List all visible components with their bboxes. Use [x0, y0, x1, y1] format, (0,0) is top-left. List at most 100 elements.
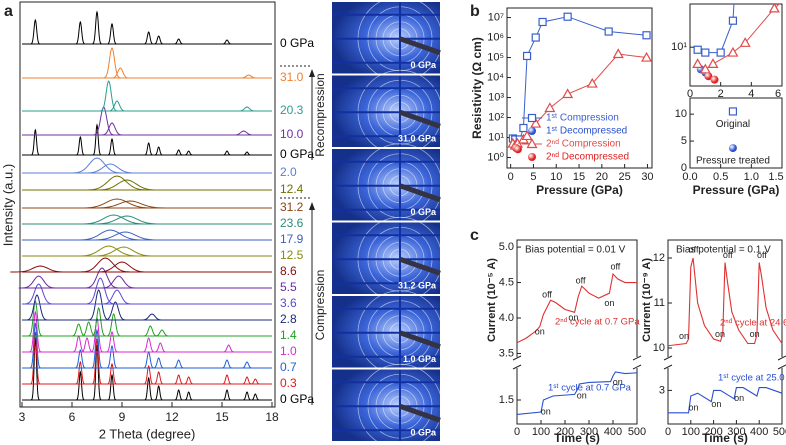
pattern-peak [174, 149, 184, 156]
marker [562, 88, 574, 99]
annotation: on [568, 312, 578, 322]
pattern-peak [237, 106, 257, 112]
y-tick-label: 3.5 [499, 347, 514, 359]
pattern-peak [28, 310, 43, 353]
pattern-peak [81, 267, 123, 289]
marker [642, 31, 651, 40]
series-label: 0 GPa [280, 392, 314, 406]
series-label: 2ⁿᵈ cycle at 0.7 GPa [555, 317, 640, 328]
marker [641, 51, 653, 62]
series-label: 1ˢᵗ cycle at 0.7 GPa [548, 383, 632, 394]
annotation: off [757, 250, 767, 260]
x-tick-label: 100 [682, 426, 700, 438]
series-label: 0 GPa [280, 36, 314, 50]
marker [716, 48, 725, 57]
y-tick-label: 3 [659, 384, 665, 396]
series-label: 2.8 [280, 312, 297, 326]
y-tick-label: 10⁵ [487, 51, 504, 63]
pattern-peak [18, 275, 59, 289]
pattern-peak [90, 328, 104, 369]
legend-marker [526, 138, 538, 149]
pattern-peak [73, 214, 154, 225]
pattern-peak [86, 200, 174, 209]
annotation: off [723, 250, 733, 260]
marker [563, 12, 572, 21]
panel-label: c [470, 227, 479, 244]
series-label: 12.4 [280, 182, 304, 196]
series-label: 12.5 [280, 248, 304, 262]
pattern-peak [90, 179, 164, 191]
pattern-peak [241, 376, 253, 385]
series-label: 0.7 [280, 360, 297, 374]
diffraction-image [332, 216, 443, 302]
marker [521, 130, 533, 141]
pattern-peak [24, 294, 50, 321]
legend-marker [528, 127, 536, 135]
pattern-peak [143, 142, 154, 156]
marker [693, 45, 702, 54]
pattern-peak [231, 130, 256, 136]
pattern-peak [74, 349, 87, 369]
pattern-peak [103, 301, 128, 321]
plot-frame [689, 97, 783, 169]
legend-label: 1ˢᵗ Compression [546, 113, 619, 124]
x-tick-label: 0.5 [713, 171, 728, 183]
pattern-peak [74, 20, 86, 45]
x-tick-label: 1.0 [744, 171, 759, 183]
inset-data [692, 4, 780, 84]
pattern-peak [221, 374, 233, 385]
y-tick-label: 10⁷ [488, 11, 504, 23]
pattern-peak [75, 257, 136, 273]
pattern-peak [86, 215, 168, 225]
series-label: 1.4 [280, 328, 297, 342]
beam-stop [399, 183, 441, 203]
series-label: 3.6 [280, 296, 297, 310]
y-axis-label: Current (10⁻⁵ A) [486, 258, 498, 342]
axis-break [777, 364, 786, 370]
axis-break [632, 355, 642, 361]
marker [728, 144, 737, 153]
pattern-peak [86, 246, 161, 257]
pattern-peak [71, 245, 146, 257]
annotation: on [734, 393, 744, 403]
y-tick-label: 10¹ [671, 41, 687, 53]
series-label: 17.9 [280, 232, 304, 246]
marker [586, 77, 598, 88]
marker [701, 48, 710, 57]
pattern-peak [83, 277, 118, 305]
pattern-peak [101, 47, 123, 79]
panel-label: a [4, 3, 13, 20]
x-tick-label: 9 [119, 410, 126, 424]
marker [692, 58, 704, 69]
panel-label: b [470, 3, 480, 20]
x-tick-label: 0 [514, 426, 520, 438]
marker [728, 107, 738, 116]
pattern-peak [10, 265, 71, 273]
series-label: 23.6 [280, 216, 304, 230]
axis-break [663, 355, 673, 361]
y-tick-label: 10² [488, 111, 504, 123]
x-axis-label: Time (s) [702, 431, 748, 445]
pattern-peak [240, 361, 254, 369]
y-tick-label: 5.0 [499, 241, 514, 253]
pattern-peak [75, 370, 86, 401]
series-line [697, 4, 735, 54]
x-tick-label: 12 [165, 410, 179, 424]
image-label: 0 GPa [410, 207, 437, 217]
pattern-peak [183, 376, 195, 385]
y-axis-label: Current (10⁻⁹ A) [641, 258, 653, 342]
pattern-peak [183, 391, 194, 401]
series-line [667, 257, 783, 347]
series-line [516, 371, 638, 415]
y-tick-label: 5 [681, 135, 687, 147]
pattern-peak [74, 360, 86, 385]
pattern-peak [80, 163, 141, 174]
beam-stop [399, 109, 441, 129]
pattern-peak [153, 385, 164, 401]
diffraction-image [332, 143, 443, 229]
pattern-peak [139, 313, 165, 321]
image-label: 31.0 GPa [398, 133, 437, 143]
pattern-peak [221, 344, 236, 353]
x-tick-label: 300 [727, 426, 745, 438]
series-label: 1.0 [280, 344, 297, 358]
